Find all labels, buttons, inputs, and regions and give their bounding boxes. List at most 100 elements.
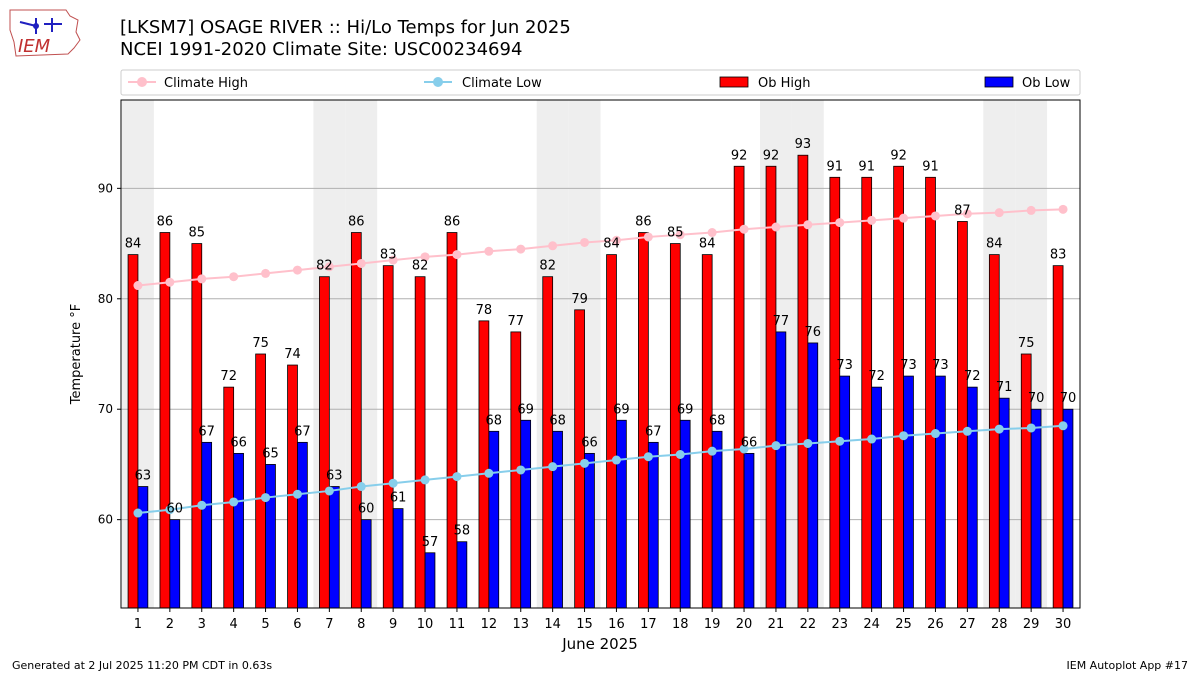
ob-high-bar-10	[414, 276, 426, 609]
climate-low-point-23	[835, 436, 845, 446]
climate-high-point-21	[771, 222, 781, 232]
ob-low-label-22: 76	[805, 325, 822, 340]
climate-low-point-26	[930, 429, 940, 439]
climate-high-point-8	[356, 258, 366, 268]
ob-low-bar-27	[966, 386, 978, 609]
ob-high-bar-25	[893, 165, 904, 609]
ob-high-label-13: 77	[508, 314, 525, 329]
x-tick-label-11: 11	[449, 617, 466, 632]
ob-low-label-19: 68	[709, 413, 726, 428]
x-tick-label-15: 15	[576, 617, 593, 632]
climate-low-point-12	[484, 468, 494, 478]
climate-low-point-6	[292, 489, 302, 499]
ob-high-label-2: 86	[157, 215, 174, 230]
ob-high-bar-15	[574, 309, 585, 609]
ob-high-bar-17	[638, 232, 649, 609]
y-tick-label-70: 70	[98, 402, 113, 416]
ob-high-bar-23	[829, 176, 841, 609]
ob-high-label-8: 86	[348, 215, 365, 230]
ob-low-bar-24	[871, 386, 882, 609]
climate-high-point-2	[165, 277, 175, 287]
ob-high-label-7: 82	[316, 259, 333, 274]
climate-high-point-7	[324, 262, 334, 272]
x-tick-label-7: 7	[325, 617, 333, 632]
ob-high-label-27: 87	[954, 203, 971, 218]
x-tick-label-29: 29	[1023, 617, 1040, 632]
climate-lines	[133, 204, 1068, 518]
climate-high-point-3	[197, 274, 207, 284]
ob-low-bar-30	[1062, 408, 1074, 609]
ob-high-bar-2	[159, 232, 171, 609]
ob-high-bar-30	[1052, 265, 1064, 609]
ob-high-bar-16	[606, 254, 617, 609]
x-tick-label-3: 3	[198, 617, 206, 632]
ob-low-bar-11	[456, 541, 468, 609]
ob-low-bar-18	[679, 419, 691, 609]
ob-high-bar-21	[765, 165, 777, 609]
x-tick-label-14: 14	[544, 617, 561, 632]
climate-low-point-1	[133, 508, 143, 518]
climate-high-point-4	[229, 272, 239, 282]
ob-high-label-20: 92	[731, 148, 748, 163]
ob-low-label-27: 72	[964, 369, 981, 384]
ob-low-bar-25	[903, 375, 914, 609]
climate-low-point-4	[229, 497, 239, 507]
ob-high-bar-12	[478, 320, 490, 609]
ob-high-label-15: 79	[571, 292, 588, 307]
x-tick-label-21: 21	[768, 617, 785, 632]
legend-frame	[120, 69, 1081, 96]
ob-high-bar-4	[223, 386, 235, 609]
climate-high-point-20	[739, 224, 749, 234]
ob-low-bar-1	[137, 486, 149, 609]
ob-high-label-14: 82	[539, 259, 556, 274]
footer-app: IEM Autoplot App #17	[1066, 659, 1189, 672]
x-tick-label-9: 9	[389, 617, 397, 632]
climate-high-point-26	[930, 211, 940, 221]
ob-low-bar-12	[488, 430, 500, 609]
legend-label-ob-low: Ob Low	[1022, 76, 1071, 91]
y-tick-label-60: 60	[98, 513, 113, 527]
ob-low-label-5: 65	[262, 446, 279, 461]
ob-high-label-12: 78	[476, 303, 493, 318]
ob-high-label-24: 91	[858, 159, 875, 174]
ob-high-label-10: 82	[412, 259, 429, 274]
ob-low-bar-6	[297, 441, 308, 609]
climate-high-point-1	[133, 281, 143, 291]
ob-low-bar-21	[775, 331, 787, 609]
ob-low-label-18: 69	[677, 402, 694, 417]
climate-low-point-21	[771, 441, 781, 451]
ob-high-label-29: 75	[1018, 336, 1035, 351]
ob-low-bar-26	[935, 375, 946, 609]
climate-low-point-20	[739, 444, 749, 454]
ob-low-label-10: 57	[422, 535, 439, 550]
ob-low-bar-7	[328, 486, 340, 609]
legend-item-climate-high: Climate High	[128, 76, 248, 91]
ob-high-bar-8	[350, 232, 362, 609]
x-tick-label-30: 30	[1055, 617, 1072, 632]
ob-low-label-2: 60	[167, 502, 184, 517]
climate-low-point-17	[643, 452, 653, 462]
climate-low-point-13	[516, 465, 526, 475]
ob-high-label-22: 93	[795, 137, 812, 152]
ob-high-label-3: 85	[189, 226, 206, 241]
x-tick-label-27: 27	[959, 617, 976, 632]
climate-high-point-6	[292, 265, 302, 275]
ob-high-bar-24	[861, 176, 873, 609]
x-tick-label-26: 26	[927, 617, 944, 632]
climate-high-point-30	[1058, 204, 1068, 214]
ob-low-label-4: 66	[230, 435, 247, 450]
ob-high-label-21: 92	[763, 148, 780, 163]
ob-low-label-9: 61	[390, 491, 407, 506]
climate-low-point-24	[867, 434, 877, 444]
x-tick-label-16: 16	[608, 617, 625, 632]
climate-high-point-22	[803, 220, 813, 230]
ob-low-bar-20	[743, 452, 755, 609]
ob-low-bar-8	[360, 519, 372, 609]
ob-low-label-17: 67	[645, 424, 662, 439]
ob-high-bar-7	[319, 276, 330, 609]
ob-high-bar-5	[255, 353, 266, 609]
x-axis-label: June 2025	[561, 635, 638, 653]
x-tick-label-17: 17	[640, 617, 657, 632]
ob-high-bar-26	[925, 176, 936, 609]
